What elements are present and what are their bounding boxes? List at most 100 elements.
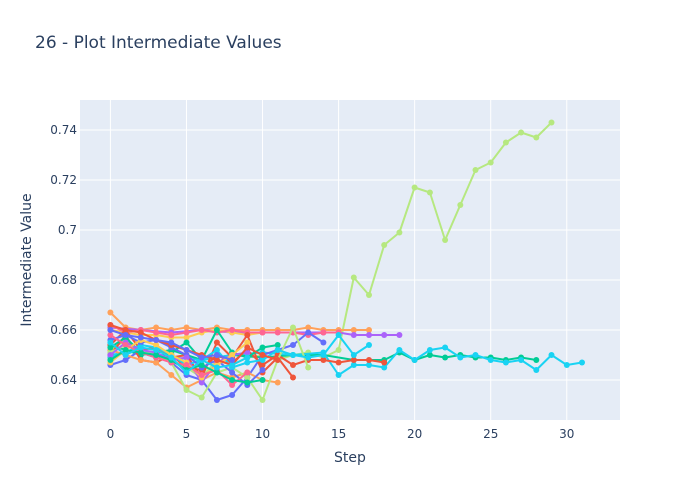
data-point <box>244 332 251 338</box>
data-point <box>305 364 312 371</box>
data-point <box>229 357 236 363</box>
y-tick-label: 0.72 <box>50 173 77 187</box>
data-point <box>122 332 129 338</box>
data-point <box>533 357 540 363</box>
data-point <box>198 327 205 333</box>
data-point <box>229 362 236 368</box>
data-point <box>168 339 175 346</box>
data-point <box>244 374 251 381</box>
data-point <box>213 364 220 371</box>
data-point <box>350 274 357 281</box>
data-point <box>502 359 509 366</box>
x-tick-label: 5 <box>183 427 191 441</box>
data-point <box>153 329 160 336</box>
data-point <box>426 189 433 196</box>
data-point <box>366 357 372 363</box>
data-point <box>198 372 205 378</box>
y-tick-label: 0.64 <box>50 373 77 387</box>
x-tick-label: 25 <box>483 427 498 441</box>
x-axis-title: Step <box>334 450 366 466</box>
data-point <box>259 377 266 383</box>
data-point <box>137 344 144 351</box>
data-point <box>366 332 372 338</box>
data-point <box>198 362 205 368</box>
data-point <box>335 347 342 353</box>
data-point <box>244 379 251 386</box>
data-point <box>563 362 570 368</box>
data-point <box>579 359 585 366</box>
data-point <box>442 344 449 351</box>
data-point <box>107 357 114 363</box>
data-point <box>290 374 296 381</box>
data-point <box>350 352 357 358</box>
data-point <box>244 369 251 376</box>
data-point <box>183 339 190 346</box>
data-point <box>381 332 388 338</box>
data-point <box>518 357 525 363</box>
data-point <box>168 332 175 338</box>
data-point <box>107 344 114 351</box>
data-point <box>396 229 403 236</box>
data-point <box>244 354 251 361</box>
x-tick-label: 30 <box>559 427 574 441</box>
y-axis-title: Intermediate Value <box>19 193 35 326</box>
data-point <box>153 359 160 366</box>
data-point <box>229 352 236 358</box>
data-point <box>274 379 281 386</box>
data-point <box>350 327 357 333</box>
data-point <box>411 357 418 363</box>
x-tick-label: 10 <box>255 427 270 441</box>
data-point <box>350 362 357 368</box>
tick-labels: 0 5 10 15 20 25 30 0.64 0.66 0.68 0.7 0.72 0.74 <box>50 123 574 441</box>
data-point <box>259 367 266 373</box>
data-point <box>229 377 236 383</box>
data-point <box>335 332 342 338</box>
data-point <box>274 357 281 363</box>
data-point <box>168 372 175 378</box>
data-point <box>198 354 205 361</box>
data-point <box>274 347 281 353</box>
data-point <box>381 364 388 371</box>
data-point <box>229 369 236 376</box>
data-point <box>259 329 266 336</box>
data-point <box>274 342 281 348</box>
series-line <box>109 339 248 379</box>
data-point <box>396 347 403 353</box>
x-tick-label: 20 <box>407 427 422 441</box>
data-point <box>290 342 296 348</box>
data-point <box>183 362 190 368</box>
data-point <box>487 357 494 363</box>
data-point <box>244 349 251 356</box>
data-point <box>137 334 144 341</box>
data-point <box>137 357 144 363</box>
data-point <box>198 379 205 386</box>
data-point <box>183 369 190 376</box>
data-point <box>335 372 342 378</box>
y-tick-label: 0.66 <box>50 323 77 337</box>
data-point <box>320 339 327 346</box>
data-point <box>213 327 220 333</box>
data-point <box>122 352 129 358</box>
y-tick-label: 0.7 <box>58 223 77 237</box>
data-point <box>122 342 129 348</box>
data-point <box>153 337 160 343</box>
data-point <box>366 342 372 348</box>
data-point <box>426 347 433 353</box>
series-21 <box>107 327 236 363</box>
y-tick-label: 0.74 <box>50 123 77 137</box>
data-point <box>320 329 327 336</box>
data-point <box>502 139 509 146</box>
data-point <box>244 339 251 346</box>
series-line <box>109 341 248 374</box>
data-point <box>107 327 114 333</box>
data-point <box>259 344 266 351</box>
data-point <box>213 347 220 353</box>
series-line <box>109 324 339 336</box>
data-point <box>442 237 449 243</box>
data-point <box>213 339 220 346</box>
data-point <box>381 242 388 248</box>
data-point <box>122 357 129 363</box>
data-point <box>107 352 114 358</box>
data-point <box>198 394 205 401</box>
data-point <box>107 322 114 328</box>
